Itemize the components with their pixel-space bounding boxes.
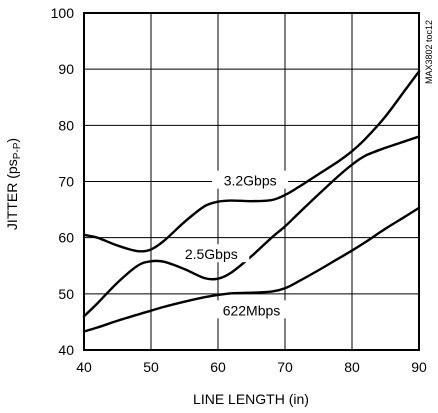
y-axis-label-sub: P-P bbox=[12, 142, 23, 159]
y-tick-label-60: 60 bbox=[58, 230, 74, 246]
series-line-622mbps bbox=[82, 206, 421, 333]
series-label-bg-2-5gbps bbox=[173, 244, 250, 263]
series-label-bg-622mbps bbox=[213, 300, 290, 319]
series-label-3-2gbps: 3.2Gbps bbox=[224, 173, 277, 189]
x-tick-label-50: 50 bbox=[143, 359, 159, 375]
x-tick-label-80: 80 bbox=[344, 359, 360, 375]
y-axis-label-main: JITTER (ps bbox=[4, 159, 20, 230]
series-line-3-2gbps bbox=[82, 70, 421, 253]
x-tick-label-90: 90 bbox=[411, 359, 427, 375]
series-label-2-5gbps: 2.5Gbps bbox=[185, 246, 238, 262]
x-tick-labels: 40 50 60 70 80 90 bbox=[76, 359, 427, 375]
plot-frame bbox=[83, 12, 420, 351]
series-label-bg-3-2gbps bbox=[212, 170, 289, 189]
y-axis-label-close: ) bbox=[4, 138, 20, 143]
series-labels: 3.2Gbps 2.5Gbps 622Mbps bbox=[173, 170, 290, 319]
y-tick-label-70: 70 bbox=[58, 174, 74, 190]
x-axis-label: LINE LENGTH (in) bbox=[193, 391, 309, 407]
series-lines bbox=[82, 70, 421, 333]
y-tick-label-100: 100 bbox=[51, 5, 75, 21]
y-axis-label: JITTER (psP-P) bbox=[4, 138, 23, 230]
y-tick-label-50: 50 bbox=[58, 286, 74, 302]
x-tick-label-70: 70 bbox=[277, 359, 293, 375]
y-tick-label-80: 80 bbox=[58, 117, 74, 133]
y-tick-label-90: 90 bbox=[58, 61, 74, 77]
part-id-label: MAX3802 toc12 bbox=[424, 20, 434, 84]
y-tick-label-40: 40 bbox=[58, 342, 74, 358]
x-tick-label-40: 40 bbox=[76, 359, 92, 375]
series-label-622mbps: 622Mbps bbox=[223, 302, 281, 318]
y-tick-labels: 40 50 60 70 80 90 100 bbox=[51, 5, 75, 358]
series-line-2-5gbps bbox=[82, 135, 421, 318]
x-tick-label-60: 60 bbox=[210, 359, 226, 375]
